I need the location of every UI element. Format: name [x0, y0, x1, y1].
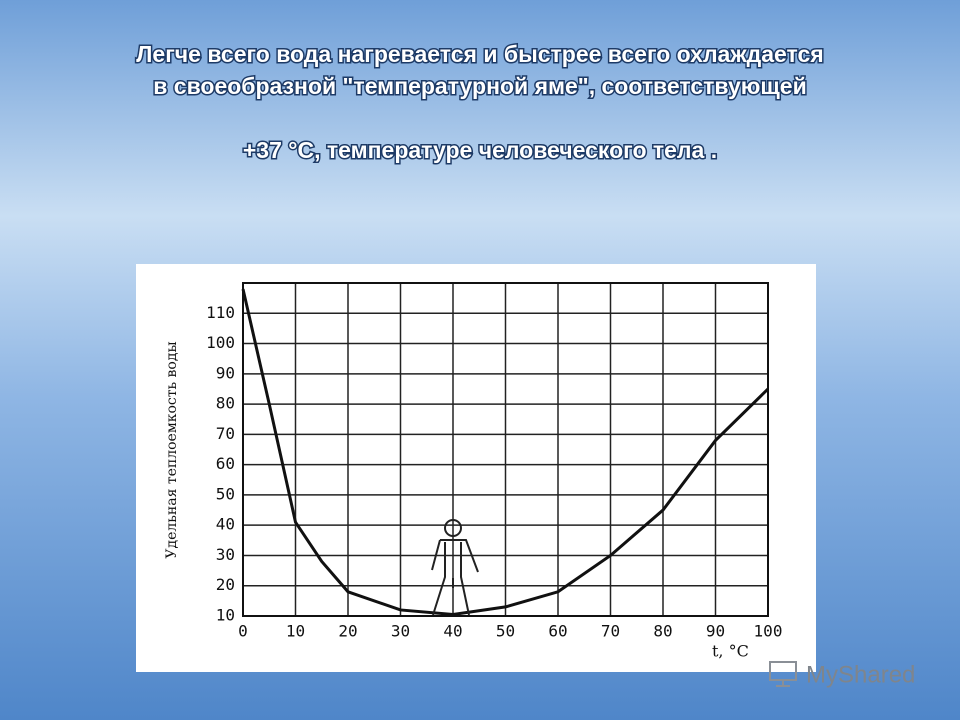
y-tick-label: 50	[216, 484, 235, 503]
x-tick-label: 10	[286, 622, 305, 641]
title-line: Легче всего вода нагревается и быстрее в…	[136, 41, 823, 67]
title-line: в своеобразной "температурной яме", соот…	[153, 73, 807, 99]
x-tick-label: 40	[443, 622, 462, 641]
y-tick-label: 70	[216, 424, 235, 443]
y-tick-label: 80	[216, 394, 235, 413]
x-tick-label: 20	[338, 622, 357, 641]
y-tick-label: 90	[216, 363, 235, 382]
y-axis-label: Удельная теплоемкость воды	[164, 341, 180, 558]
x-tick-label: 80	[653, 622, 672, 641]
x-tick-label: 90	[706, 622, 725, 641]
x-axis-label: t, °C	[712, 642, 749, 661]
y-tick-label: 20	[216, 575, 235, 594]
y-tick-label: 100	[206, 333, 235, 352]
subtitle: +37 °C, температуре человеческого тела .	[243, 137, 717, 163]
data-line	[241, 288, 770, 616]
plot-frame	[242, 282, 769, 617]
watermark: MyShared	[806, 661, 915, 688]
x-tick-label: 100	[754, 622, 783, 641]
chart-panel	[136, 264, 816, 672]
x-tick-label: 50	[496, 622, 515, 641]
y-tick-label: 30	[216, 545, 235, 564]
x-tick-label: 70	[601, 622, 620, 641]
x-tick-label: 0	[238, 622, 248, 641]
y-tick-label: 60	[216, 454, 235, 473]
watermark-icon	[769, 661, 797, 687]
human-figure	[431, 519, 479, 616]
y-tick-label: 110	[206, 303, 235, 322]
y-tick-label: 40	[216, 515, 235, 534]
y-tick-label: 10	[216, 606, 235, 625]
x-tick-label: 60	[548, 622, 567, 641]
x-tick-label: 30	[391, 622, 410, 641]
